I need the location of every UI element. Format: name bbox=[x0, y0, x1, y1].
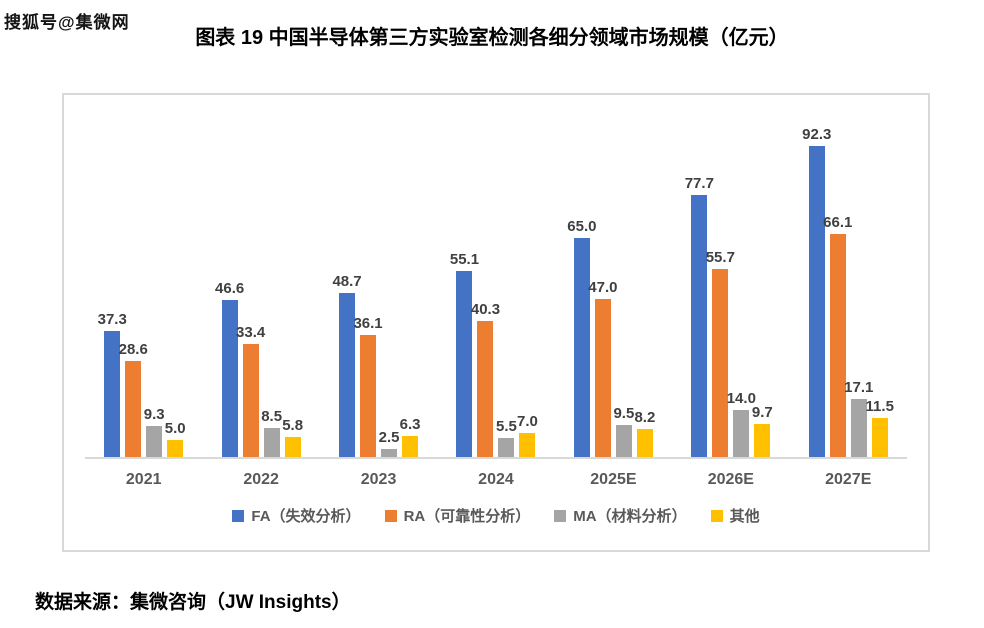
legend-label-other: 其他 bbox=[729, 508, 760, 525]
legend-label-ra: RA（可靠性分析） bbox=[403, 508, 531, 525]
bar-fa-2027E: 92.3 bbox=[802, 126, 831, 457]
bar-other-2026E: 9.7 bbox=[752, 404, 773, 457]
x-tick-label-2022: 2022 bbox=[243, 471, 279, 488]
legend-label-fa: FA（失效分析） bbox=[251, 508, 361, 525]
x-tick-label-2024: 2024 bbox=[478, 471, 514, 488]
legend-label-ma: MA（材料分析） bbox=[573, 508, 687, 525]
bar-label-ra-2024: 40.3 bbox=[470, 301, 501, 318]
bar-group-2025E: 65.0 47.0 9.5 8.2 bbox=[567, 127, 655, 457]
legend-item-other: 其他 bbox=[710, 505, 760, 526]
bar-other-2024: 7.0 bbox=[517, 413, 538, 457]
plot-area: 37.3 28.6 9.3 5.0 46.6 33.4 8.5 5.8 48.7 36.1 2.5 6… bbox=[85, 126, 907, 459]
legend-item-ra: RA（可靠性分析） bbox=[384, 505, 531, 526]
bar-group-2021: 37.3 28.6 9.3 5.0 bbox=[98, 127, 186, 457]
x-tick-label-2023: 2023 bbox=[360, 471, 397, 488]
x-tick-label-2027E: 2027E bbox=[825, 471, 872, 488]
x-tick-label-2025E: 2025E bbox=[590, 471, 637, 488]
bar-ra-2024: 40.3 bbox=[471, 301, 500, 457]
bar-fa-2024: 55.1 bbox=[450, 251, 479, 457]
x-tick-label-2026E: 2026E bbox=[707, 471, 754, 488]
bar-label-fa-2026E: 77.7 bbox=[684, 175, 714, 192]
bar-label-ra-2021: 28.6 bbox=[118, 341, 148, 358]
bar-label-ma-2021: 9.3 bbox=[143, 406, 165, 423]
bar-label-other-2021: 5.0 bbox=[164, 420, 186, 437]
chart-container: 37.3 28.6 9.3 5.0 46.6 33.4 8.5 5.8 48.7 36.1 2.5 6… bbox=[62, 93, 930, 552]
legend-swatch-fa bbox=[232, 509, 245, 522]
bar-label-fa-2022: 46.6 bbox=[215, 280, 245, 297]
bar-ma-2024: 5.5 bbox=[496, 418, 517, 457]
bar-other-2023: 6.3 bbox=[400, 416, 420, 457]
x-axis-labels: 2021 2022 2023 2024 2025E 2026E 2027E bbox=[85, 471, 907, 489]
bar-fa-2023: 48.7 bbox=[332, 273, 362, 457]
legend: FA（失效分析） RA（可靠性分析） MA（材料分析） 其他 bbox=[64, 505, 928, 526]
bar-label-ma-2022: 8.5 bbox=[261, 408, 283, 425]
bar-fa-2022: 46.6 bbox=[215, 280, 244, 457]
legend-swatch-other bbox=[710, 509, 723, 522]
bar-ra-2025E: 47.0 bbox=[588, 279, 617, 457]
bar-label-ra-2023: 36.1 bbox=[353, 315, 383, 332]
bar-label-other-2024: 7.0 bbox=[517, 413, 538, 430]
bar-label-fa-2024: 55.1 bbox=[449, 251, 480, 268]
chart-title: 图表 19 中国半导体第三方实验室检测各细分领域市场规模（亿元） bbox=[195, 27, 789, 49]
bar-ma-2022: 8.5 bbox=[261, 408, 282, 457]
bar-other-2022: 5.8 bbox=[282, 417, 303, 457]
legend-item-fa: FA（失效分析） bbox=[232, 505, 361, 526]
bar-other-2027E: 11.5 bbox=[866, 398, 894, 457]
bar-label-fa-2025E: 65.0 bbox=[567, 218, 597, 235]
bar-group-2023: 48.7 36.1 2.5 6.3 bbox=[332, 127, 420, 457]
bar-label-fa-2023: 48.7 bbox=[332, 273, 362, 290]
bar-ma-2027E: 17.1 bbox=[844, 379, 873, 457]
bar-ma-2026E: 14.0 bbox=[727, 390, 756, 457]
bar-ra-2021: 28.6 bbox=[119, 341, 148, 457]
bar-label-fa-2021: 37.3 bbox=[97, 311, 127, 328]
bar-ma-2021: 9.3 bbox=[144, 406, 165, 457]
source-note: 数据来源：集微咨询（JW Insights） bbox=[35, 592, 351, 613]
bar-fa-2025E: 65.0 bbox=[567, 218, 596, 457]
bar-ra-2023: 36.1 bbox=[353, 315, 383, 457]
bar-label-ra-2025E: 47.0 bbox=[588, 279, 618, 296]
legend-swatch-ra bbox=[384, 509, 397, 522]
bar-group-2024: 55.1 40.3 5.5 7.0 bbox=[450, 127, 538, 457]
bar-label-other-2027E: 11.5 bbox=[865, 398, 894, 415]
bar-other-2021: 5.0 bbox=[165, 420, 186, 457]
watermark: 搜狐号@集微网 bbox=[4, 13, 130, 32]
bar-label-ra-2026E: 55.7 bbox=[705, 249, 735, 266]
bar-label-ma-2024: 5.5 bbox=[496, 418, 517, 435]
bar-ma-2023: 2.5 bbox=[379, 429, 399, 457]
bar-label-ma-2025E: 9.5 bbox=[613, 405, 635, 422]
bar-ra-2026E: 55.7 bbox=[706, 249, 735, 457]
bar-label-ma-2023: 2.5 bbox=[378, 429, 400, 446]
bar-ra-2027E: 66.1 bbox=[823, 214, 852, 457]
bar-fa-2021: 37.3 bbox=[98, 311, 127, 457]
bar-label-other-2026E: 9.7 bbox=[751, 404, 773, 421]
bar-label-ra-2027E: 66.1 bbox=[823, 214, 853, 231]
bar-label-fa-2027E: 92.3 bbox=[802, 126, 832, 143]
bar-fa-2026E: 77.7 bbox=[685, 175, 714, 457]
bar-other-2025E: 8.2 bbox=[634, 409, 655, 457]
bar-label-ma-2027E: 17.1 bbox=[844, 379, 874, 396]
bar-label-other-2022: 5.8 bbox=[282, 417, 304, 434]
bar-group-2022: 46.6 33.4 8.5 5.8 bbox=[215, 127, 303, 457]
bar-label-other-2025E: 8.2 bbox=[634, 409, 656, 426]
bar-group-2027E: 92.3 66.1 17.1 11.5 bbox=[802, 126, 894, 457]
bar-label-other-2023: 6.3 bbox=[399, 416, 421, 433]
bar-group-2026E: 77.7 55.7 14.0 9.7 bbox=[685, 127, 773, 457]
legend-swatch-ma bbox=[554, 509, 567, 522]
bar-label-ra-2022: 33.4 bbox=[236, 324, 266, 341]
bar-ra-2022: 33.4 bbox=[236, 324, 265, 457]
legend-item-ma: MA（材料分析） bbox=[554, 505, 687, 526]
bar-ma-2025E: 9.5 bbox=[613, 405, 634, 457]
bar-label-ma-2026E: 14.0 bbox=[726, 390, 756, 407]
x-tick-label-2021: 2021 bbox=[125, 471, 162, 488]
